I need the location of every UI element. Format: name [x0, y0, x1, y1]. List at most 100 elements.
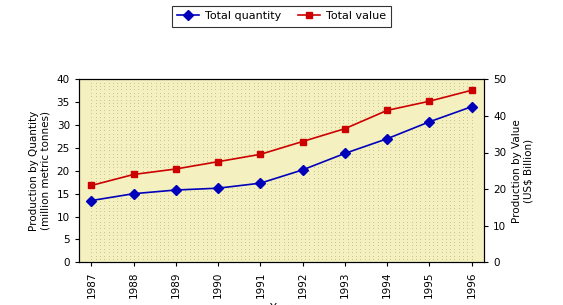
Point [194, 114, 203, 119]
Point [334, 260, 343, 265]
Point [271, 135, 280, 139]
Point [129, 165, 138, 170]
Point [313, 124, 322, 129]
Point [87, 165, 96, 170]
Point [415, 151, 425, 156]
Point [412, 209, 421, 214]
Point [407, 84, 416, 88]
Point [433, 135, 442, 139]
Point [190, 158, 199, 163]
Point [253, 80, 262, 85]
Point [292, 250, 301, 255]
Point [228, 223, 237, 228]
Point [305, 178, 314, 183]
Point [377, 229, 386, 234]
Point [313, 216, 322, 221]
Point [129, 145, 138, 149]
Point [296, 97, 305, 102]
Point [198, 260, 207, 265]
Point [395, 202, 404, 207]
Point [198, 111, 207, 116]
Point [215, 172, 224, 177]
Point [262, 257, 271, 261]
Point [142, 185, 151, 190]
Point [91, 196, 100, 200]
Point [236, 209, 245, 214]
Point [292, 87, 301, 92]
Point [245, 84, 254, 88]
Point [425, 80, 434, 85]
Point [215, 223, 224, 228]
Point [202, 117, 211, 122]
Point [352, 172, 361, 177]
Point [108, 114, 117, 119]
Total quantity [384, 137, 391, 141]
Point [467, 172, 476, 177]
Point [415, 168, 425, 173]
Point [228, 135, 237, 139]
Point [258, 236, 267, 241]
Point [249, 151, 258, 156]
Point [279, 111, 288, 116]
Point [360, 84, 369, 88]
Point [326, 97, 335, 102]
Point [121, 239, 130, 244]
Point [258, 94, 267, 99]
Point [301, 101, 310, 106]
Point [164, 196, 173, 200]
Point [271, 229, 280, 234]
Point [390, 148, 399, 153]
Point [198, 84, 207, 88]
Point [108, 206, 117, 210]
Point [258, 101, 267, 106]
Point [433, 246, 442, 251]
Point [463, 178, 472, 183]
Point [415, 246, 425, 251]
Point [126, 94, 135, 99]
Point [334, 101, 343, 106]
Point [253, 165, 262, 170]
Point [228, 90, 237, 95]
Point [399, 253, 408, 258]
Point [322, 128, 331, 133]
Point [446, 87, 455, 92]
Point [343, 226, 352, 231]
Point [288, 151, 297, 156]
Point [168, 138, 177, 143]
Point [129, 90, 138, 95]
Point [330, 239, 339, 244]
Point [181, 229, 190, 234]
Point [177, 87, 186, 92]
Point [177, 189, 186, 194]
Point [450, 239, 459, 244]
Point [334, 246, 343, 251]
Point [185, 178, 194, 183]
Point [407, 155, 416, 160]
Point [369, 121, 378, 126]
Point [373, 229, 382, 234]
Point [399, 185, 408, 190]
Point [415, 250, 425, 255]
Point [334, 151, 343, 156]
Point [390, 128, 399, 133]
Point [224, 131, 233, 136]
Point [190, 77, 199, 82]
Point [369, 243, 378, 248]
Point [258, 87, 267, 92]
Point [441, 84, 450, 88]
Point [292, 257, 301, 261]
Point [339, 168, 348, 173]
Point [467, 77, 476, 82]
Point [108, 233, 117, 238]
Point [96, 151, 105, 156]
Point [249, 168, 258, 173]
Point [386, 165, 395, 170]
Point [373, 90, 382, 95]
Point [334, 168, 343, 173]
Point [117, 145, 126, 149]
Point [288, 206, 297, 210]
Point [266, 206, 275, 210]
Point [87, 124, 96, 129]
Point [318, 199, 327, 204]
Point [262, 199, 271, 204]
